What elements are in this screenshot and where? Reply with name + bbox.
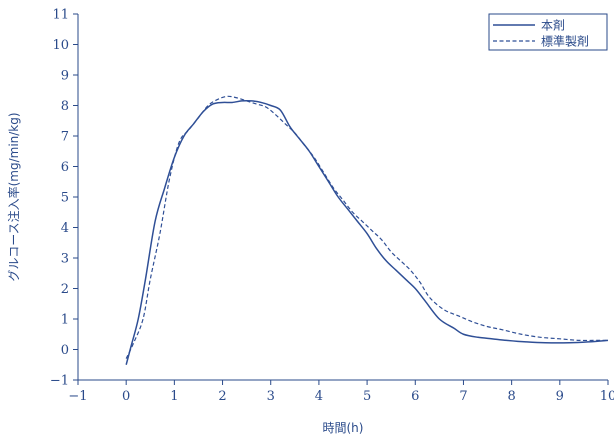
series-lines <box>125 95 609 365</box>
x-tick-label: 4 <box>315 389 323 404</box>
y-tick-label: 2 <box>61 282 69 297</box>
x-tick-label: 2 <box>218 389 226 404</box>
y-tick-label: 0 <box>61 343 69 358</box>
y-tick-label: 6 <box>61 160 69 175</box>
y-tick-label: 4 <box>61 221 69 236</box>
y-tick-label: 8 <box>61 99 69 114</box>
x-tick-label: −1 <box>68 389 87 404</box>
x-tick-label: 7 <box>459 389 467 404</box>
x-tick-label: 0 <box>122 389 130 404</box>
y-tick-label: −1 <box>50 374 69 389</box>
x-tick-label: 8 <box>507 389 515 404</box>
x-tick-label: 5 <box>363 389 371 404</box>
y-tick-label: 3 <box>61 252 69 267</box>
x-tick-label: 6 <box>411 389 419 404</box>
y-tick-label: 5 <box>61 191 69 206</box>
axes <box>77 14 608 381</box>
series-line-hyojun-seizai <box>125 95 608 359</box>
y-tick-label: 10 <box>52 38 69 53</box>
legend: 本剤 標準製剤 <box>488 13 608 51</box>
legend-box <box>488 13 608 51</box>
y-tick-label: 9 <box>61 69 69 84</box>
x-tick-label: 3 <box>267 389 275 404</box>
tick-marks <box>73 13 609 385</box>
y-tick-label: 1 <box>61 313 69 328</box>
x-tick-label: 9 <box>556 389 564 404</box>
y-tick-label: 11 <box>52 8 69 23</box>
legend-label-hyojun-seizai: 標準製剤 <box>541 34 589 49</box>
y-tick-label: 7 <box>61 130 69 145</box>
x-axis-title: 時間(h) <box>323 421 364 435</box>
tick-labels: −1 0 1 2 3 4 5 6 7 8 9 10 −1 0 1 2 3 4 5 6 7 8 9 10 11 <box>50 8 614 405</box>
x-tick-label: 1 <box>170 389 178 404</box>
y-axis-title: グルコース注入率(mg/min/kg) <box>6 112 21 281</box>
x-tick-label: 10 <box>600 389 614 404</box>
series-line-hon-zai <box>125 99 609 365</box>
legend-label-hon-zai: 本剤 <box>541 18 565 33</box>
